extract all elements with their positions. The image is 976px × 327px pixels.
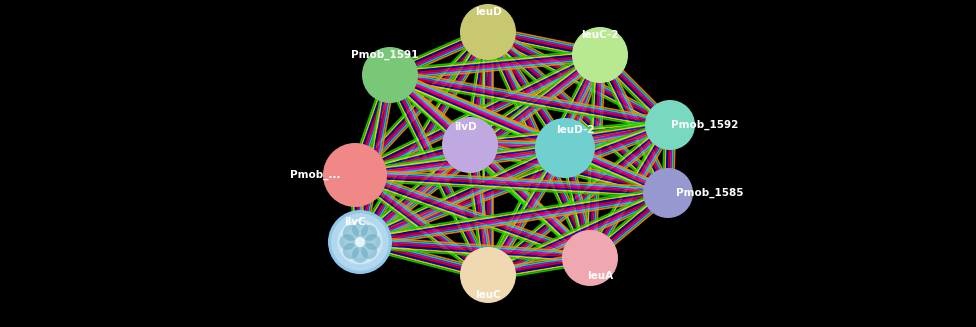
Text: leuD: leuD: [474, 7, 502, 17]
Circle shape: [352, 247, 368, 263]
Text: ilvD: ilvD: [454, 122, 476, 132]
Text: leuC: leuC: [475, 290, 501, 300]
Circle shape: [645, 100, 695, 150]
Circle shape: [460, 247, 516, 303]
Circle shape: [343, 243, 359, 259]
Circle shape: [643, 168, 693, 218]
Text: Pmob_1592: Pmob_1592: [671, 120, 739, 130]
Text: leuA: leuA: [587, 271, 613, 281]
Circle shape: [340, 234, 355, 250]
Circle shape: [344, 226, 376, 258]
Circle shape: [562, 230, 618, 286]
Text: Pmob_1591: Pmob_1591: [351, 50, 419, 60]
Circle shape: [331, 213, 388, 271]
Circle shape: [352, 221, 368, 237]
Text: Pmob_...: Pmob_...: [290, 170, 341, 180]
Text: leuD-2: leuD-2: [555, 125, 594, 135]
Circle shape: [328, 210, 392, 274]
Text: leuC-2: leuC-2: [582, 30, 619, 40]
Circle shape: [535, 118, 595, 178]
Text: Pmob_1585: Pmob_1585: [676, 188, 744, 198]
Circle shape: [460, 4, 516, 60]
Circle shape: [343, 225, 359, 241]
Circle shape: [572, 27, 628, 83]
Circle shape: [442, 117, 498, 173]
Circle shape: [323, 143, 387, 207]
Circle shape: [361, 243, 377, 259]
Circle shape: [362, 47, 418, 103]
Circle shape: [365, 234, 381, 250]
Circle shape: [361, 225, 377, 241]
Text: ilvC: ilvC: [345, 217, 366, 227]
Circle shape: [338, 220, 383, 265]
